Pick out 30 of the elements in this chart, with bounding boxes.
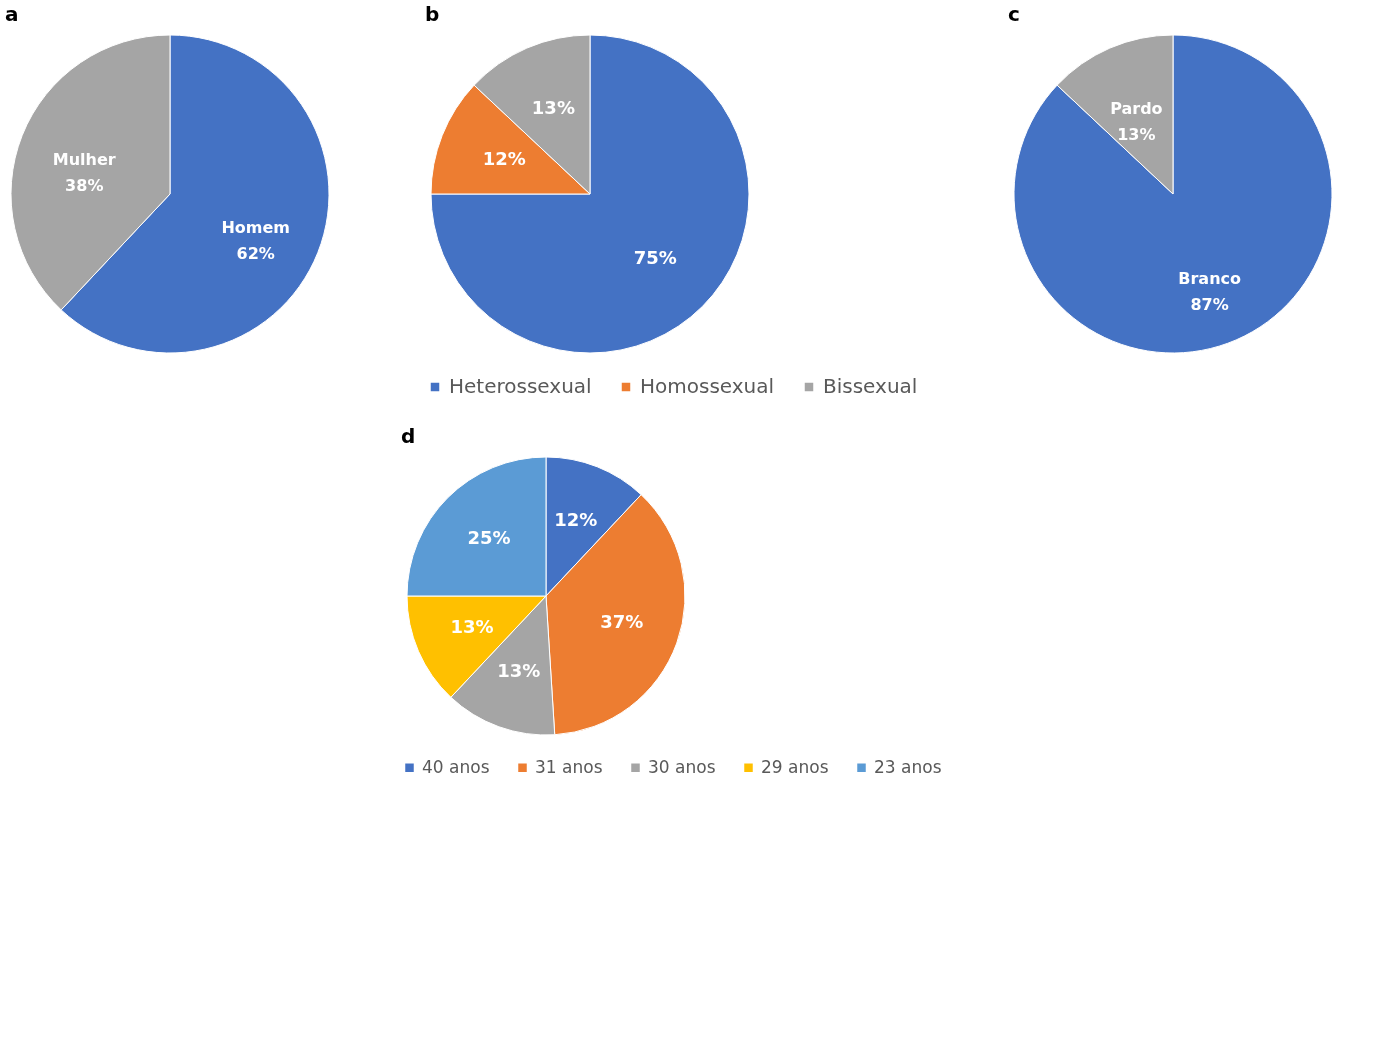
data-label: 37% <box>600 611 644 633</box>
data-label: 38% <box>65 176 104 196</box>
data-label: 75% <box>633 247 677 269</box>
data-label: 12% <box>482 148 526 170</box>
legend-label: Homossexual <box>640 374 775 398</box>
legend-label: 23 anos <box>874 756 942 777</box>
slice-label: Branco <box>1178 268 1242 288</box>
legend-label: 40 anos <box>422 756 490 777</box>
slice-label: Homem <box>221 217 291 237</box>
data-label: 13% <box>531 97 575 119</box>
chart-title: d <box>401 424 416 448</box>
chart-title: c <box>1008 2 1020 26</box>
legend-label: 30 anos <box>648 756 716 777</box>
chart-title: b <box>425 2 440 26</box>
data-label: 25% <box>467 526 511 548</box>
legend-label: 29 anos <box>761 756 829 777</box>
data-label: 13% <box>450 616 494 638</box>
legend-label: Heterossexual <box>449 374 592 398</box>
chart-title: a <box>5 2 19 26</box>
data-label: 13% <box>1117 125 1156 145</box>
data-label: 62% <box>236 243 275 263</box>
data-label: 87% <box>1190 294 1229 314</box>
data-label: 12% <box>554 509 598 531</box>
pie-slice <box>1013 34 1333 354</box>
legend-label: 31 anos <box>535 756 603 777</box>
data-label: 13% <box>497 659 541 681</box>
pie-slice <box>430 34 750 354</box>
legend-label: Bissexual <box>823 374 918 398</box>
slice-label: Mulher <box>52 150 116 170</box>
slice-label: Pardo <box>1110 99 1163 119</box>
